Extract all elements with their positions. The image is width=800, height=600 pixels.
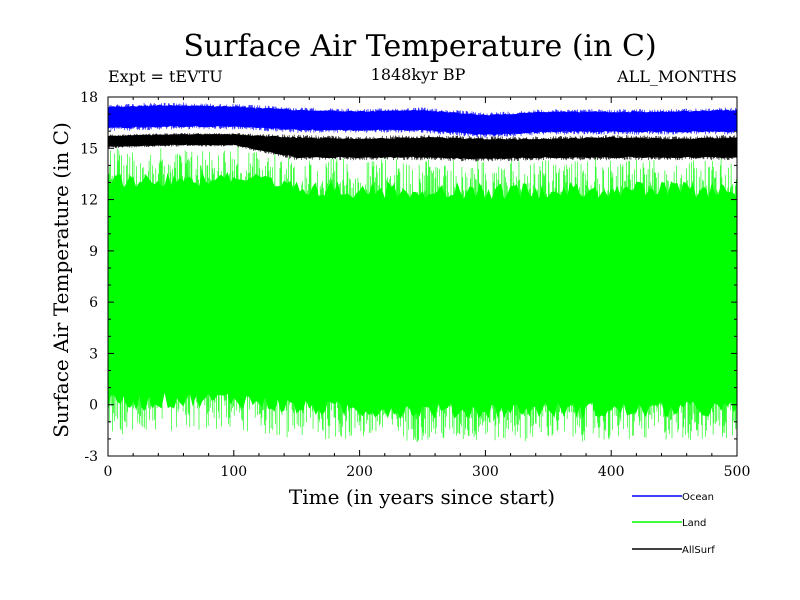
series-ocean-line — [107, 102, 738, 138]
y-axis-label: Surface Air Temperature (in C) — [49, 122, 73, 438]
series-land — [107, 146, 738, 443]
legend-label-ocean: Ocean — [682, 492, 714, 503]
legend-label-land: Land — [682, 518, 706, 529]
y-tick-label: 6 — [89, 295, 98, 311]
axes — [107, 96, 738, 457]
series-allsurf-line — [107, 132, 738, 162]
series-bands — [107, 102, 738, 443]
y-tick-label: 15 — [80, 141, 98, 157]
months-label: ALL_MONTHS — [616, 67, 737, 86]
x-tick-label: 500 — [724, 464, 751, 480]
x-tick-label: 100 — [220, 464, 247, 480]
series-allsurf — [107, 132, 738, 162]
x-tick-label: 300 — [472, 464, 499, 480]
x-tick-label: 0 — [104, 464, 113, 480]
plot-frame — [107, 96, 738, 457]
y-tick-label: 3 — [89, 346, 98, 362]
y-tick-label: 18 — [80, 90, 98, 106]
series-land-line — [107, 146, 738, 443]
series-ocean — [107, 102, 738, 138]
period-label: 1848kyr BP — [371, 65, 466, 84]
tick-labels: 0 100 200 300 400 500 -3 0 3 6 9 12 15 18 — [80, 90, 750, 480]
legend: Ocean Land AllSurf — [632, 492, 715, 556]
x-tick-label: 400 — [598, 464, 625, 480]
y-tick-label: 0 — [89, 398, 98, 414]
x-axis-label: Time (in years since start) — [289, 485, 555, 509]
y-tick-label: 12 — [80, 193, 98, 209]
x-tick-label: 200 — [346, 464, 373, 480]
chart-title: Surface Air Temperature (in C) — [183, 29, 656, 64]
y-tick-label: 9 — [89, 244, 98, 260]
y-tick-label: -3 — [84, 449, 98, 465]
experiment-label: Expt = tEVTU — [108, 67, 223, 86]
legend-label-allsurf: AllSurf — [682, 545, 715, 556]
